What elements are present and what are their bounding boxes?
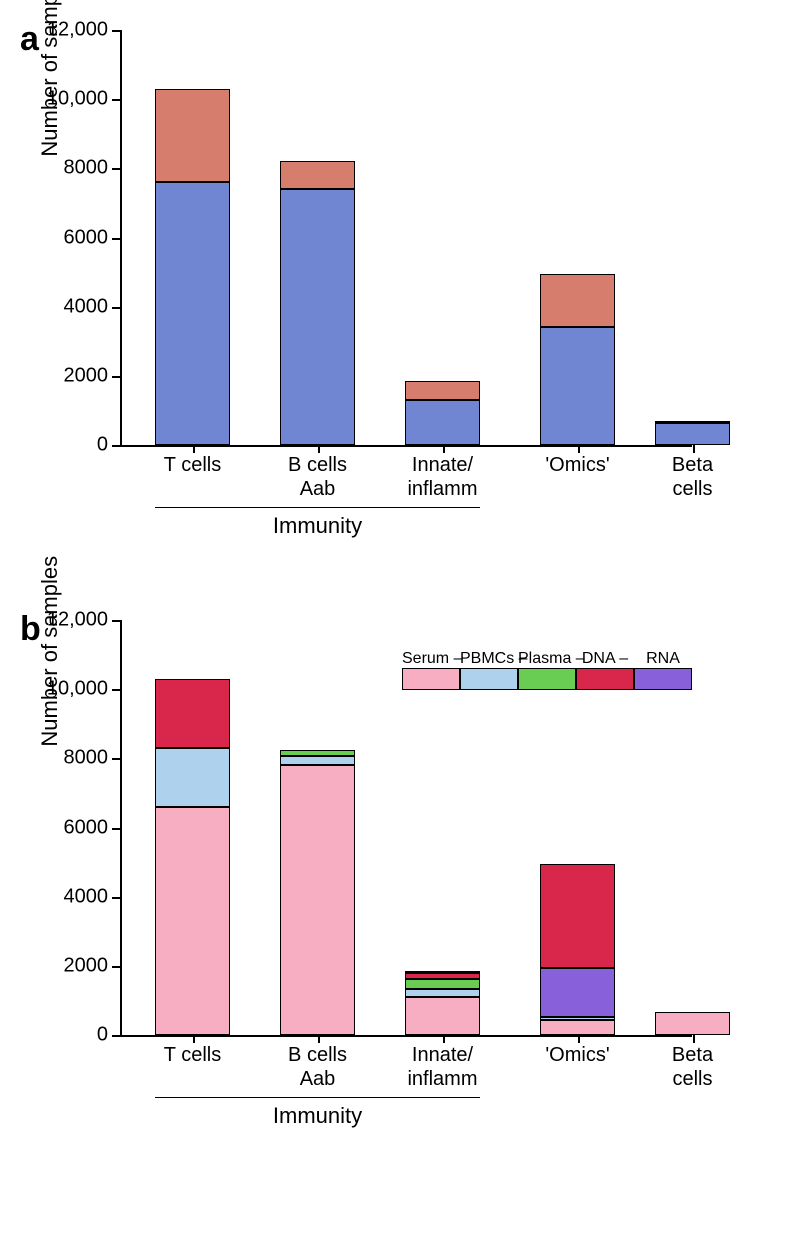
bar-segment-serum [540,1020,615,1035]
legend-label: Serum – [402,650,460,668]
legend-swatches [402,668,692,690]
y-tick [112,620,122,622]
plot-area-a: 0200040006000800010,00012,000T cellsB ce… [120,30,692,447]
bar-segment-dna [155,679,230,748]
immunity-label: Immunity [273,513,362,539]
legend-swatch [634,668,692,690]
y-tick [112,445,122,447]
y-tick-label: 2000 [64,954,109,977]
bar-segment-rna [405,971,480,973]
x-tick [578,445,580,453]
legend-swatch [402,668,460,690]
panel-b: b Number of samples 0200040006000800010,… [20,620,774,1200]
bar-segment-serum [155,807,230,1035]
y-tick-label: 4000 [64,295,109,318]
bar-segment [405,381,480,400]
y-tick-label: 6000 [64,226,109,249]
x-tick [578,1035,580,1043]
legend-swatch [460,668,518,690]
y-tick-label: 2000 [64,364,109,387]
x-tick [318,445,320,453]
x-category-label: T cells [164,453,221,477]
x-category-label: Betacells [672,1043,713,1091]
x-tick [318,1035,320,1043]
legend-label: RNA [634,650,692,668]
y-axis-label-b: Number of samples [37,555,63,746]
legend-label: PBMCs – [460,650,518,668]
x-tick [693,1035,695,1043]
legend: Serum –PBMCs –Plasma –DNA –RNA [402,650,692,690]
bar-segment [155,89,230,182]
bar-segment [280,161,355,189]
bar-segment-rna [540,968,615,1017]
bar-segment [655,421,730,423]
x-category-label: B cellsAab [288,453,347,501]
legend-labels: Serum –PBMCs –Plasma –DNA –RNA [402,650,692,668]
y-tick [112,168,122,170]
immunity-underline [155,507,480,508]
y-tick [112,689,122,691]
plot-area-b: 0200040006000800010,00012,000Serum –PBMC… [120,620,692,1037]
x-tick [443,1035,445,1043]
x-category-label: 'Omics' [545,453,609,477]
y-tick-label: 12,000 [47,19,108,42]
y-tick [112,758,122,760]
x-category-label: Innate/inflamm [407,453,477,501]
bar-segment [405,400,480,445]
immunity-underline [155,1097,480,1098]
y-tick-label: 12,000 [47,609,108,632]
x-tick [193,1035,195,1043]
y-tick [112,99,122,101]
y-tick [112,828,122,830]
bar-segment-plasma [280,750,355,755]
bar-segment-serum [280,765,355,1035]
bar-segment-plasma [405,979,480,989]
bar-segment-dna [540,864,615,968]
y-tick [112,307,122,309]
x-category-label: Betacells [672,453,713,501]
legend-swatch [576,668,634,690]
x-tick [443,445,445,453]
bar-segment-dna [405,973,480,978]
immunity-label: Immunity [273,1103,362,1129]
bar-segment-serum [655,1012,730,1035]
bar-segment-pbmc [540,1017,615,1020]
bar-segment [280,189,355,445]
y-tick-label: 0 [97,1024,108,1047]
bar-segment [155,182,230,445]
chart-b: Number of samples 0200040006000800010,00… [120,620,774,1037]
x-tick [693,445,695,453]
y-tick [112,1035,122,1037]
bar-segment [540,274,615,328]
y-tick-label: 8000 [64,157,109,180]
y-tick [112,376,122,378]
y-tick-label: 10,000 [47,88,108,111]
chart-a: Number of samples 0200040006000800010,00… [120,30,774,447]
x-category-label: 'Omics' [545,1043,609,1067]
legend-swatch [518,668,576,690]
y-tick [112,966,122,968]
y-tick [112,238,122,240]
bar-segment [655,423,730,445]
y-tick-label: 0 [97,434,108,457]
x-category-label: B cellsAab [288,1043,347,1091]
y-tick-label: 10,000 [47,678,108,701]
figure: a Number of samples 0200040006000800010,… [20,30,774,1200]
bar-segment [540,327,615,445]
y-tick-label: 8000 [64,747,109,770]
y-tick [112,897,122,899]
panel-a: a Number of samples 0200040006000800010,… [20,30,774,590]
bar-segment-pbmc [155,748,230,807]
y-tick-label: 4000 [64,885,109,908]
y-tick-label: 6000 [64,816,109,839]
x-category-label: Innate/inflamm [407,1043,477,1091]
x-tick [193,445,195,453]
bar-segment-pbmc [405,989,480,997]
x-category-label: T cells [164,1043,221,1067]
bar-segment-serum [405,997,480,1035]
legend-label: DNA – [576,650,634,668]
bar-segment-pbmc [280,756,355,766]
legend-label: Plasma – [518,650,576,668]
y-tick [112,30,122,32]
